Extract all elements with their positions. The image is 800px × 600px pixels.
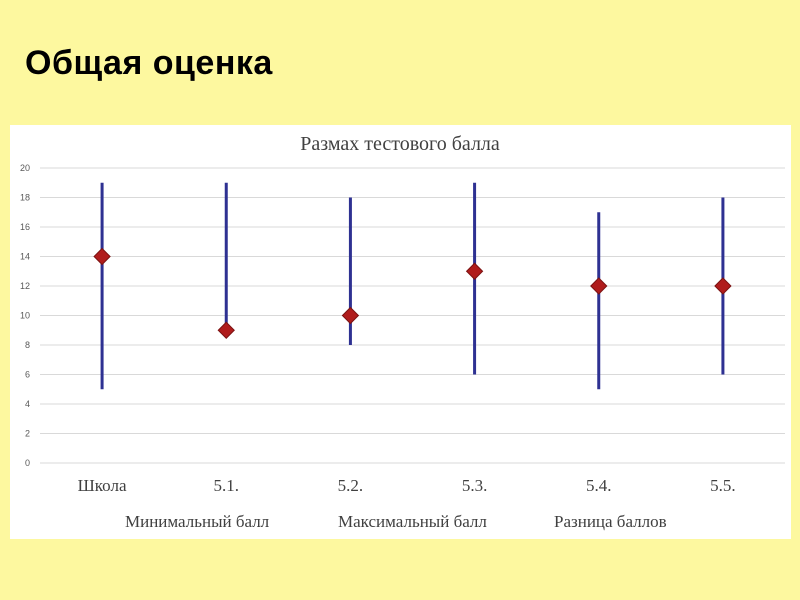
legend-entry: Разница баллов (554, 512, 667, 531)
legend-entry: Максимальный балл (338, 512, 487, 531)
y-tick-label: 2 (25, 429, 30, 439)
diamond-marker (217, 321, 235, 339)
grid-lines (40, 167, 785, 464)
legend: Минимальный балл Максимальный балл Разница… (125, 512, 667, 531)
y-tick-label: 8 (25, 340, 30, 350)
x-axis: Школа 5.1. 5.2. 5.3. 5.4. 5.5. (78, 476, 736, 495)
legend-entry: Минимальный балл (125, 512, 270, 531)
range-chart: Размах тестового балла 0 2 4 6 8 10 12 14 16 18 20… (20, 133, 785, 531)
chart-panel: Размах тестового балла 0 2 4 6 8 10 12 14 16 18 20… (10, 125, 791, 539)
y-axis: 0 2 4 6 8 10 12 14 16 18 20 (20, 163, 30, 468)
diamond-marker (465, 262, 484, 280)
y-tick-label: 10 (20, 311, 30, 321)
diamond-marker (714, 277, 732, 295)
y-tick-label: 14 (20, 252, 30, 262)
y-tick-label: 4 (25, 399, 30, 409)
y-tick-label: 20 (20, 163, 30, 173)
y-tick-label: 12 (20, 281, 30, 291)
x-tick-label: 5.3. (462, 476, 488, 495)
chart-title: Размах тестового балла (300, 133, 500, 155)
x-tick-label: 5.1. (214, 476, 240, 495)
x-tick-label: 5.2. (338, 476, 364, 495)
diamond-marker (93, 247, 111, 266)
data-marks (93, 182, 732, 390)
x-tick-label: 5.5. (710, 476, 736, 495)
y-tick-label: 18 (20, 193, 30, 203)
x-tick-label: 5.4. (586, 476, 612, 495)
diamond-marker (341, 306, 360, 325)
x-tick-label: Школа (78, 476, 127, 495)
y-tick-label: 16 (20, 222, 30, 232)
diamond-marker (590, 277, 608, 295)
slide-title: Общая оценка (25, 44, 273, 82)
y-tick-label: 0 (25, 458, 30, 468)
y-tick-label: 6 (25, 370, 30, 380)
